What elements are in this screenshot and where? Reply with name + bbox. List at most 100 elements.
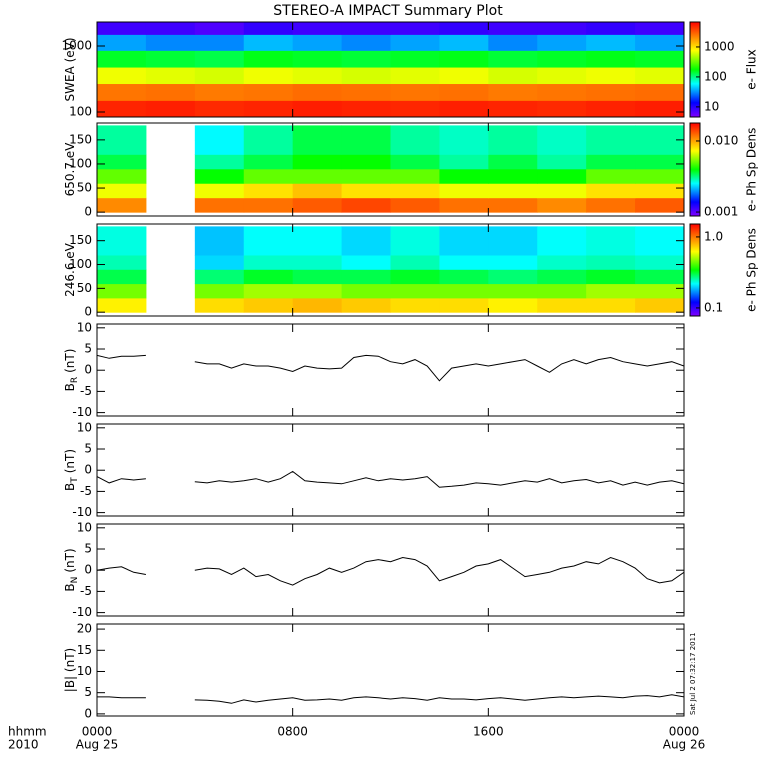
panel-frame — [96, 423, 685, 517]
heatmap-cell — [586, 22, 636, 35]
y-tick-label: 50 — [77, 181, 92, 195]
heatmap-cell — [97, 67, 147, 85]
y-tick-label: 0 — [84, 706, 92, 720]
panel-frame — [96, 523, 685, 617]
heatmap-cell — [439, 83, 489, 101]
panel-frame — [96, 323, 685, 417]
heatmap-cell — [390, 297, 440, 313]
heatmap-cell — [488, 168, 538, 184]
y-tick-label: -5 — [80, 384, 92, 398]
heatmap-cell — [390, 240, 440, 256]
heatmap-cell — [537, 22, 587, 35]
heatmap-cell — [439, 197, 489, 213]
heatmap-cell — [341, 22, 391, 35]
panel-frame — [96, 223, 685, 317]
heatmap-cell — [292, 83, 343, 101]
colorbar-tick-label: 0.1 — [704, 300, 723, 314]
heatmap-cell — [537, 297, 587, 313]
heatmap-cell — [390, 50, 440, 68]
heatmap-cell — [194, 226, 245, 242]
colorbar-tick-label: 10 — [704, 99, 719, 113]
heatmap-cell — [439, 139, 489, 155]
heatmap-cell — [439, 22, 489, 35]
y-tick-label: 10 — [77, 664, 92, 678]
heatmap-cell — [243, 183, 294, 199]
heatmap-cell — [439, 297, 489, 313]
heatmap-cell — [586, 297, 636, 313]
heatmap-cell — [586, 240, 636, 256]
heatmap-cell — [488, 240, 538, 256]
heatmap-cell — [292, 197, 343, 213]
heatmap-cell — [635, 67, 684, 85]
heatmap-cell — [194, 22, 245, 35]
heatmap-cell — [586, 83, 636, 101]
x-tick-label: 1600 — [473, 725, 504, 739]
y-tick-label: 0 — [84, 363, 92, 377]
heatmap-cell — [635, 83, 684, 101]
heatmap-cell — [292, 100, 343, 117]
heatmap-cell — [292, 50, 343, 68]
y-tick-label: -5 — [80, 584, 92, 598]
y-axis-label: SWEA (eV) — [63, 37, 77, 101]
heatmap-cell — [537, 168, 587, 184]
heatmap-cell — [194, 269, 245, 285]
y-tick-label: 10 — [77, 320, 92, 334]
heatmap-cell — [390, 22, 440, 35]
heatmap-cell — [537, 226, 587, 242]
heatmap-cell — [488, 125, 538, 141]
heatmap-cell — [145, 22, 196, 35]
data-line — [97, 556, 684, 586]
y-axis-label-sub: N — [70, 577, 80, 584]
heatmap-cell — [243, 168, 294, 184]
y-tick-label: 100 — [69, 257, 92, 271]
heatmap-cell — [586, 34, 636, 51]
heatmap-cell — [488, 254, 538, 270]
heatmap-cell — [243, 226, 294, 242]
heatmap-cell — [390, 197, 440, 213]
heatmap — [97, 125, 684, 213]
heatmap-cell — [635, 139, 684, 155]
heatmap-cell — [390, 254, 440, 270]
heatmap-cell — [488, 197, 538, 213]
colorbar-tick-label: 100 — [704, 69, 727, 83]
heatmap-cell — [635, 297, 684, 313]
heatmap-cell — [390, 183, 440, 199]
y-tick-label: 15 — [77, 643, 92, 657]
heatmap-cell — [97, 283, 147, 299]
heatmap-cell — [292, 183, 343, 199]
y-tick-label: -10 — [72, 605, 92, 619]
y-tick-label: -10 — [72, 505, 92, 519]
heatmap-cell — [537, 240, 587, 256]
heatmap-cell — [341, 83, 391, 101]
colorbar-label: e- Flux — [745, 49, 759, 89]
colorbar-label: e- Ph Sp Dens — [745, 128, 759, 212]
heatmap-cell — [97, 197, 147, 213]
y-axis-label-main: 650.7 eV — [63, 142, 77, 197]
heatmap-cell — [586, 197, 636, 213]
y-axis-label: 650.7 eV — [63, 142, 77, 197]
heatmap-cell — [341, 34, 391, 51]
data-line — [97, 470, 684, 488]
heatmap-cell — [635, 183, 684, 199]
heatmap-cell — [292, 297, 343, 313]
colorbar-tick-label: 0.010 — [704, 133, 738, 147]
panel: -10 -5 0 5 10 BR (nT) — [63, 320, 685, 419]
heatmap-cell — [390, 139, 440, 155]
heatmap-cell — [390, 83, 440, 101]
heatmap-cell — [537, 67, 587, 85]
heatmap-cell — [488, 183, 538, 199]
heatmap-cell — [292, 254, 343, 270]
y-axis-label: BN (nT) — [63, 548, 80, 591]
y-axis-label-sub: T — [70, 477, 80, 484]
x-tick-label: 0800 — [277, 725, 308, 739]
heatmap-cell — [586, 183, 636, 199]
y-tick-label: 0 — [84, 563, 92, 577]
heatmap-cell — [635, 269, 684, 285]
heatmap-cell — [341, 183, 391, 199]
y-axis-label: BR (nT) — [63, 349, 80, 392]
heatmap-cell — [194, 283, 245, 299]
heatmap-cell — [488, 22, 538, 35]
heatmap-cell — [439, 50, 489, 68]
heatmap-cell — [341, 197, 391, 213]
